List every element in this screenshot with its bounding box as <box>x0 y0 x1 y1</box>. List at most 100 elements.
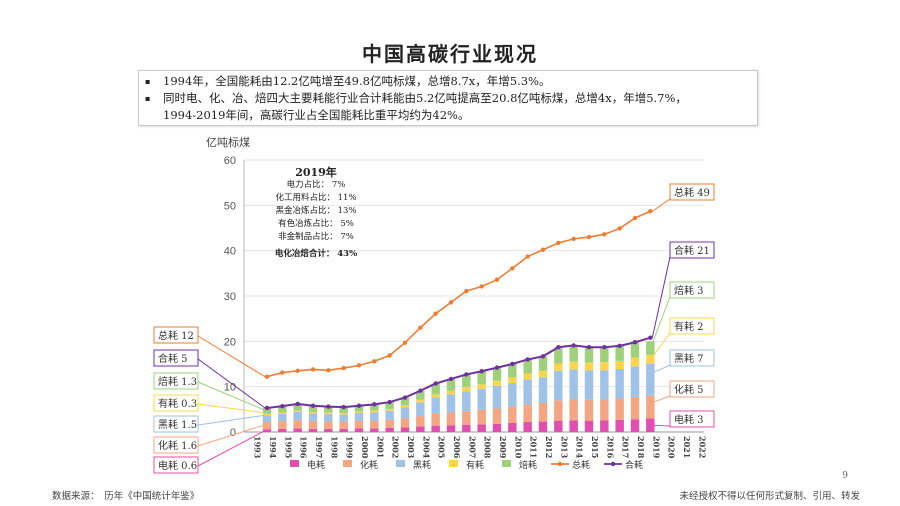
point-合耗 <box>571 343 576 348</box>
chart-legend: 电耗 化耗 黑耗 有耗 焙耗 总耗 合耗 <box>290 459 643 471</box>
bar-化耗 <box>615 398 624 420</box>
bar-化耗 <box>646 395 655 419</box>
legend-swatch <box>290 460 299 467</box>
callout-leader-left <box>197 403 266 414</box>
point-总耗 <box>648 209 653 214</box>
x-tick-label: 2002 <box>391 436 401 458</box>
point-合耗 <box>264 405 270 411</box>
bar-电耗 <box>385 427 394 432</box>
callout-box-right <box>669 183 715 201</box>
bar-有耗 <box>584 362 594 371</box>
callout-leader-right <box>651 256 671 338</box>
bar-焙耗 <box>584 347 594 363</box>
point-合耗 <box>372 402 377 407</box>
point-合耗 <box>402 395 408 400</box>
point-合耗 <box>280 403 285 409</box>
callout-leader-left <box>197 381 266 411</box>
bullet-1: 1994年，全国能耗由12.2亿吨增至49.8亿吨标煤，总增8.7x，年增5.3… <box>145 73 751 90</box>
bar-电耗 <box>477 424 486 432</box>
point-合耗 <box>648 335 653 340</box>
bar-黑耗 <box>538 377 548 403</box>
callout-label-right: 焙耗 3 <box>674 284 704 297</box>
bar-焙耗 <box>324 406 333 413</box>
bar-电耗 <box>523 422 532 432</box>
callout-box-right <box>669 410 715 428</box>
bar-电耗 <box>600 420 609 432</box>
point-合耗 <box>341 404 346 410</box>
bar-电耗 <box>462 424 471 432</box>
point-合耗 <box>418 388 423 393</box>
bar-化耗 <box>523 404 532 423</box>
x-tick-label: 2022 <box>697 436 707 458</box>
callout-box-right <box>669 380 715 398</box>
x-tick-label: 2013 <box>559 436 569 459</box>
point-总耗 <box>602 232 607 237</box>
bar-化耗 <box>492 408 502 424</box>
bar-黑耗 <box>630 366 640 398</box>
callout-leader-left <box>197 424 266 447</box>
bar-化耗 <box>324 421 333 429</box>
point-合耗 <box>310 403 316 408</box>
infobox-line-power: 电力占比： 7% <box>286 180 346 190</box>
y-tick-label: 50 <box>224 200 236 212</box>
bar-电耗 <box>615 419 624 432</box>
y-axis-label: 亿吨标煤 <box>206 135 250 149</box>
legend-swatch-dot <box>610 461 616 467</box>
bar-化耗 <box>293 420 302 429</box>
point-合耗 <box>602 345 607 350</box>
bar-电耗 <box>538 421 548 432</box>
bar-化耗 <box>462 411 471 425</box>
bar-化耗 <box>262 422 272 430</box>
point-合耗 <box>479 369 484 374</box>
bar-有耗 <box>569 361 578 370</box>
point-合耗 <box>632 340 638 345</box>
callout-leader-left <box>197 430 266 467</box>
bar-黑耗 <box>477 388 486 410</box>
bar-电耗 <box>569 420 578 432</box>
callout-label-right: 黑耗 7 <box>674 353 704 365</box>
y-tick-label: 10 <box>224 382 236 394</box>
line-合耗 <box>266 336 651 409</box>
bar-焙耗 <box>477 371 486 385</box>
x-tick-label: 1994 <box>268 436 278 459</box>
point-总耗 <box>586 234 592 240</box>
point-总耗 <box>464 288 469 294</box>
bullet-2-continuation: 1994-2019年间，高碳行业占全国能耗比重平均约为42%。 <box>163 108 470 122</box>
chart-axes: 0 10 20 30 40 50 60 亿吨标煤 1993 1994 1995 1996 1997 199… <box>206 135 707 459</box>
bar-焙耗 <box>554 347 563 364</box>
callout-label-right: 电耗 3 <box>674 413 704 426</box>
bar-化耗 <box>278 421 287 429</box>
bar-电耗 <box>446 425 456 432</box>
bar-黑耗 <box>354 412 364 421</box>
point-总耗 <box>525 254 530 259</box>
point-总耗 <box>372 359 377 364</box>
bar-黑耗 <box>431 397 440 414</box>
callout-box-left <box>153 394 199 412</box>
bar-焙耗 <box>416 390 425 400</box>
bar-黑耗 <box>615 368 624 399</box>
callout-label-right: 合耗 21 <box>674 244 710 257</box>
bar-电耗 <box>324 428 333 432</box>
page-title: 中国高碳行业现况 <box>362 42 538 66</box>
callout-leader-left <box>197 335 266 378</box>
bar-有耗 <box>293 410 302 413</box>
bar-化耗 <box>630 397 640 420</box>
bar-化耗 <box>385 419 394 428</box>
point-总耗 <box>387 353 392 358</box>
callout-label-right: 总耗 49 <box>674 186 710 199</box>
bar-焙耗 <box>538 356 548 371</box>
bar-电耗 <box>416 426 425 432</box>
bar-焙耗 <box>262 407 272 414</box>
point-总耗 <box>280 370 285 375</box>
bar-黑耗 <box>584 370 594 400</box>
point-总耗 <box>418 325 423 330</box>
bar-有耗 <box>385 408 394 411</box>
x-tick-label: 2015 <box>590 436 600 458</box>
callout-box-right <box>669 349 715 367</box>
bar-焙耗 <box>630 342 640 358</box>
y-tick-label: 30 <box>224 291 236 303</box>
bar-有耗 <box>278 412 287 414</box>
bar-化耗 <box>339 421 348 429</box>
callout-label-left: 黑耗 1.5 <box>158 419 197 431</box>
infobox-year: 2019年 <box>295 166 337 179</box>
